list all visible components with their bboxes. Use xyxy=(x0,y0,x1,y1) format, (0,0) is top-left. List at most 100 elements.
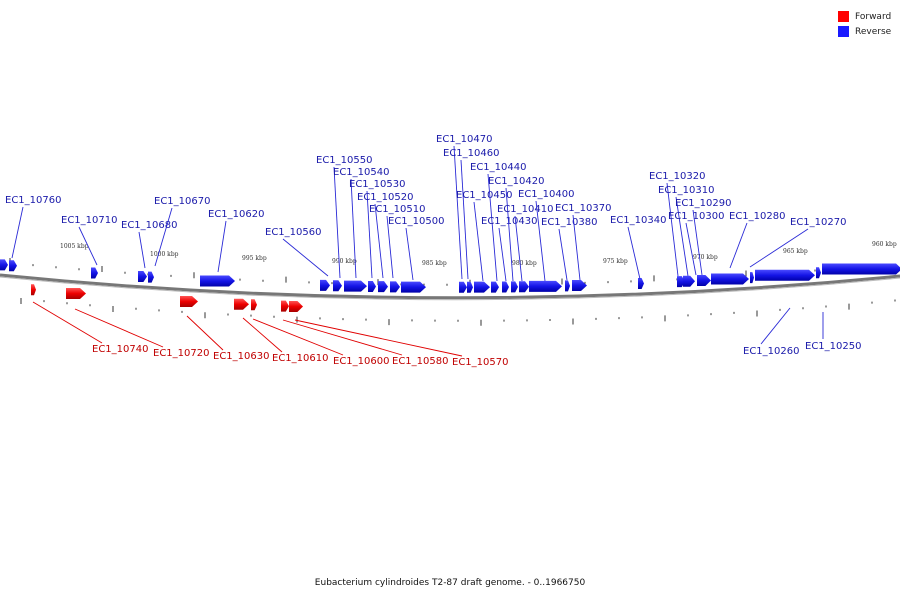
forward-gene-arrow xyxy=(251,299,257,311)
leader-line xyxy=(498,227,507,282)
reverse-gene-label: EC1_10310 xyxy=(658,185,714,196)
leader-line xyxy=(729,222,748,269)
leader-line xyxy=(749,228,809,268)
leader-line xyxy=(487,173,498,282)
forward-gene-leaders: EC1_10740 EC1_10720 EC1_10630 EC1_10610 EC1_… xyxy=(32,301,508,368)
reverse-gene-label: EC1_10250 xyxy=(805,341,861,352)
legend-label-forward: Forward xyxy=(855,11,892,22)
scale-label: 985 kbp xyxy=(422,260,447,267)
reverse-gene-arrow xyxy=(755,269,815,281)
leader-line xyxy=(666,182,679,277)
reverse-strand-genes xyxy=(0,259,900,293)
reverse-gene-arrow xyxy=(822,263,900,275)
reverse-gene-arrow xyxy=(816,267,821,279)
scale-label: 1000 kbp xyxy=(150,251,179,258)
reverse-gene-label: EC1_10430 xyxy=(481,216,537,227)
reverse-gene-label: EC1_10560 xyxy=(265,227,321,238)
reverse-gene-label: EC1_10260 xyxy=(743,346,799,357)
reverse-gene-label: EC1_10760 xyxy=(5,195,61,206)
leader-line xyxy=(32,301,103,344)
reverse-gene-label: EC1_10300 xyxy=(668,211,724,222)
leader-line xyxy=(535,200,546,282)
reverse-gene-arrow xyxy=(333,280,342,292)
leader-line xyxy=(685,222,697,276)
leader-line xyxy=(366,190,373,279)
scale-label: 1005 kbp xyxy=(60,243,89,250)
leader-line xyxy=(760,307,791,345)
leader-line xyxy=(217,220,227,273)
reverse-gene-arrow xyxy=(459,281,467,293)
legend: Forward Reverse xyxy=(838,9,891,39)
reverse-gene-arrow xyxy=(491,281,499,293)
scale-labels: 1005 kbp 1000 kbp 995 kbp 990 kbp 985 kbp 980… xyxy=(60,241,897,267)
leader-line xyxy=(78,226,98,266)
reverse-gene-label: EC1_10470 xyxy=(436,134,492,145)
leader-line xyxy=(627,226,641,280)
leader-line xyxy=(405,227,414,281)
forward-strand-genes xyxy=(31,284,303,312)
reverse-gene-label: EC1_10550 xyxy=(316,155,372,166)
reverse-gene-arrow xyxy=(572,280,587,292)
reverse-gene-arrow xyxy=(138,271,147,283)
leader-line xyxy=(558,228,568,281)
scale-label: 965 kbp xyxy=(783,248,808,255)
forward-gene-label: EC1_10580 xyxy=(392,356,448,367)
legend-item-forward: Forward xyxy=(838,9,891,24)
forward-gene-label: EC1_10600 xyxy=(333,356,389,367)
forward-gene-label: EC1_10570 xyxy=(452,357,508,368)
reverse-gene-arrow xyxy=(148,271,154,283)
reverse-gene-label: EC1_10710 xyxy=(61,215,117,226)
reverse-gene-label: EC1_10540 xyxy=(333,167,389,178)
reverse-gene-label: EC1_10320 xyxy=(649,171,705,182)
leader-line xyxy=(460,159,469,280)
leader-line xyxy=(350,178,357,279)
forward-gene-arrow xyxy=(66,287,86,299)
reverse-gene-arrow xyxy=(467,281,473,293)
reverse-gene-label: EC1_10670 xyxy=(154,196,210,207)
forward-gene-arrow xyxy=(289,300,303,312)
reverse-gene-label: EC1_10400 xyxy=(518,189,574,200)
reverse-swatch xyxy=(838,26,849,37)
leader-line xyxy=(692,209,703,276)
reverse-gene-arrow xyxy=(519,281,529,293)
leader-line xyxy=(374,203,384,279)
leader-line xyxy=(242,317,283,353)
leader-line xyxy=(473,201,484,282)
reverse-gene-arrow xyxy=(697,274,711,286)
leader-line xyxy=(294,319,463,357)
legend-item-reverse: Reverse xyxy=(838,24,891,39)
forward-gene-arrow xyxy=(281,300,289,312)
forward-gene-label: EC1_10720 xyxy=(153,348,209,359)
reverse-gene-arrow xyxy=(529,280,562,292)
reverse-gene-arrow xyxy=(750,272,754,284)
leader-line xyxy=(252,318,344,356)
reverse-gene-label: EC1_10270 xyxy=(790,217,846,228)
genome-backbone-shadow xyxy=(0,276,900,301)
reverse-gene-arrow xyxy=(344,280,367,292)
reverse-gene-arrow xyxy=(565,280,570,292)
reverse-gene-arrow xyxy=(401,281,426,293)
reverse-gene-arrow xyxy=(368,280,376,292)
forward-gene-label: EC1_10630 xyxy=(213,351,269,362)
scale-label: 990 kbp xyxy=(332,258,357,265)
leader-line xyxy=(453,145,463,280)
forward-gene-arrow xyxy=(180,295,198,307)
reverse-gene-arrow xyxy=(711,273,749,285)
reverse-gene-label: EC1_10460 xyxy=(443,148,499,159)
scale-label: 995 kbp xyxy=(242,255,267,262)
reverse-gene-label: EC1_10500 xyxy=(388,216,444,227)
reverse-gene-label: EC1_10290 xyxy=(675,198,731,209)
leader-line xyxy=(186,315,224,351)
reverse-gene-arrow xyxy=(511,281,518,293)
genome-caption: Eubacterium cylindroides T2-87 draft gen… xyxy=(314,578,586,588)
reverse-gene-arrow xyxy=(320,279,330,291)
leader-line xyxy=(514,215,523,282)
forward-swatch xyxy=(838,11,849,22)
scale-label: 970 kbp xyxy=(693,254,718,261)
forward-gene-label: EC1_10610 xyxy=(272,353,328,364)
reverse-gene-label: EC1_10370 xyxy=(555,203,611,214)
leader-line xyxy=(154,207,173,267)
reverse-gene-label: EC1_10620 xyxy=(208,209,264,220)
scale-label: 960 kbp xyxy=(872,241,897,248)
